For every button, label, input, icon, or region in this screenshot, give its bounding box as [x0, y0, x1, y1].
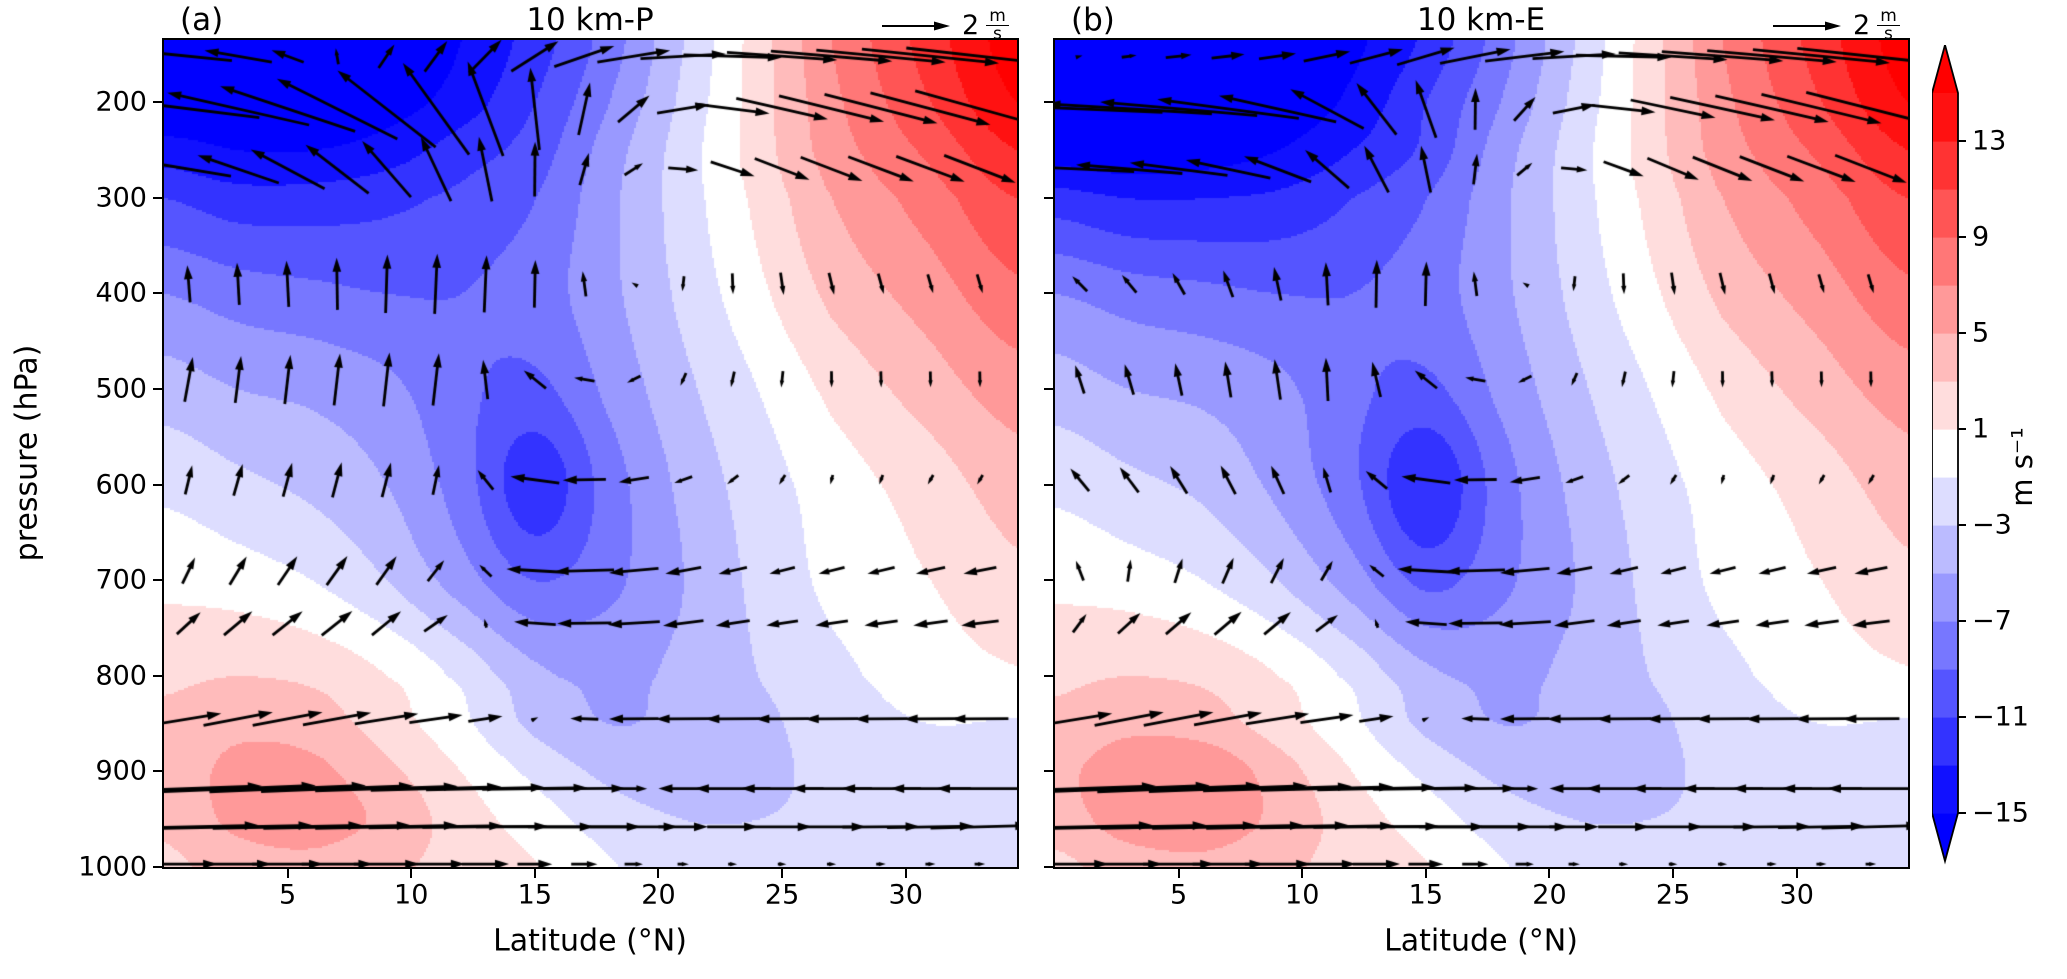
y-tick-mark: [153, 579, 162, 582]
x-tick-label: 30: [888, 879, 923, 911]
colorbar-tick-label: −15: [1972, 797, 2029, 829]
x-tick-label: 20: [1532, 879, 1567, 911]
y-tick-label: 900: [95, 755, 147, 787]
x-axis-label-a: Latitude (°N): [493, 923, 687, 959]
y-tick-mark: [1044, 483, 1053, 486]
y-tick-label: 300: [95, 182, 147, 214]
y-tick-mark: [153, 387, 162, 390]
x-tick-label: 15: [1408, 879, 1444, 911]
x-tick-label: 10: [1285, 879, 1320, 911]
y-tick-mark: [153, 292, 162, 295]
colorbar-tick-label: 9: [1972, 221, 1990, 253]
y-tick-mark: [1044, 196, 1053, 199]
y-tick-mark: [1044, 579, 1053, 582]
x-tick-mark: [1177, 869, 1180, 878]
panel-a-title: 10 km-P: [526, 2, 654, 38]
y-tick-mark: [1044, 674, 1053, 677]
x-tick-mark: [657, 869, 660, 878]
x-axis-label-b: Latitude (°N): [1384, 923, 1578, 959]
y-tick-label: 1000: [78, 851, 147, 883]
colorbar-tick-label: −3: [1972, 509, 2012, 541]
y-tick-mark: [1044, 866, 1053, 868]
y-tick-mark: [153, 483, 162, 486]
colorbar: [1932, 45, 1959, 865]
y-tick-mark: [1044, 770, 1053, 773]
colorbar-label: m s⁻¹: [2005, 427, 2039, 507]
x-tick-mark: [1301, 869, 1304, 878]
y-tick-mark: [1044, 292, 1053, 295]
y-tick-mark: [153, 196, 162, 199]
y-tick-mark: [153, 674, 162, 677]
y-tick-mark: [153, 101, 162, 104]
x-tick-label: 5: [279, 879, 297, 911]
y-tick-label: 800: [95, 660, 147, 692]
x-tick-mark: [1672, 869, 1675, 878]
quiver-key-value: 2: [1853, 10, 1871, 42]
x-tick-mark: [1424, 869, 1427, 878]
x-tick-mark: [286, 869, 289, 878]
x-tick-mark: [781, 869, 784, 878]
x-tick-label: 25: [1655, 879, 1691, 911]
x-tick-label: 20: [641, 879, 676, 911]
panel-b-contour-quiver-plot: [1055, 40, 1908, 867]
panel-b-letter: (b): [1071, 2, 1115, 38]
x-tick-label: 25: [764, 879, 800, 911]
x-tick-mark: [1795, 869, 1798, 878]
colorbar-tick-label: 13: [1972, 125, 2007, 157]
x-tick-mark: [410, 869, 413, 878]
colorbar-tick-label: 5: [1972, 317, 1990, 349]
y-tick-label: 200: [95, 86, 147, 118]
panel-a-quiver-key: 2 m s: [880, 7, 1009, 44]
panel-a-contour-quiver-plot: [164, 40, 1017, 867]
quiver-key-arrow-icon: [882, 21, 950, 31]
quiver-key-arrow-icon: [1773, 21, 1841, 31]
colorbar-tick-label: −11: [1972, 701, 2029, 733]
y-tick-mark: [1044, 387, 1053, 390]
x-tick-label: 5: [1170, 879, 1188, 911]
x-tick-label: 30: [1779, 879, 1814, 911]
panel-b-quiver-key: 2 m s: [1771, 7, 1900, 44]
colorbar-tick-label: −7: [1972, 605, 2012, 637]
panel-b-title: 10 km-E: [1416, 2, 1546, 38]
quiver-key-value: 2: [962, 10, 980, 42]
y-axis-label: pressure (hPa): [9, 344, 45, 562]
x-tick-mark: [533, 869, 536, 878]
x-tick-mark: [1548, 869, 1551, 878]
y-tick-label: 600: [95, 469, 147, 501]
quiver-key-unit: m s: [986, 7, 1009, 44]
x-tick-mark: [904, 869, 907, 878]
colorbar-tick-label: 1: [1972, 413, 1990, 445]
x-tick-label: 15: [517, 879, 553, 911]
quiver-key-unit: m s: [1877, 7, 1900, 44]
y-tick-label: 500: [95, 373, 147, 405]
panel-a-letter: (a): [180, 2, 224, 38]
y-tick-mark: [1044, 101, 1053, 104]
y-tick-mark: [153, 866, 162, 868]
y-tick-label: 400: [95, 277, 147, 309]
x-tick-label: 10: [394, 879, 429, 911]
y-tick-mark: [153, 770, 162, 773]
y-tick-label: 700: [95, 564, 147, 596]
